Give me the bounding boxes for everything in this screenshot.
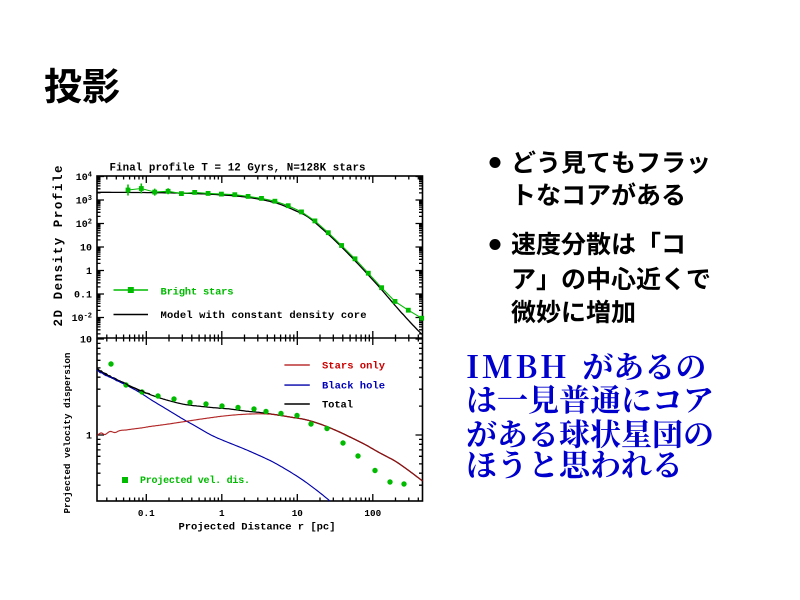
svg-text:Model with constant density co: Model with constant density core <box>161 310 367 322</box>
svg-text:Total: Total <box>322 400 353 412</box>
svg-text:1: 1 <box>219 508 225 519</box>
svg-text:102: 102 <box>76 219 92 232</box>
svg-text:100: 100 <box>364 508 381 519</box>
svg-text:Projected velocity dispersion: Projected velocity dispersion <box>62 352 73 513</box>
svg-text:0.1: 0.1 <box>74 291 92 302</box>
svg-text:104: 104 <box>76 172 92 185</box>
svg-text:Black hole: Black hole <box>322 381 385 393</box>
svg-text:Bright stars: Bright stars <box>161 287 234 299</box>
svg-text:103: 103 <box>76 195 92 208</box>
svg-text:10-2: 10-2 <box>72 313 92 326</box>
svg-text:10: 10 <box>292 508 304 519</box>
svg-text:Final profile T = 12 Gyrs, N=1: Final profile T = 12 Gyrs, N=128K stars <box>110 163 366 175</box>
svg-text:0.1: 0.1 <box>138 508 155 519</box>
svg-text:Stars only: Stars only <box>322 361 386 373</box>
svg-text:2D Density Profile: 2D Density Profile <box>52 166 66 327</box>
svg-text:10: 10 <box>80 336 92 347</box>
svg-text:1: 1 <box>86 267 92 278</box>
svg-text:10: 10 <box>80 244 92 255</box>
svg-text:1: 1 <box>86 432 92 443</box>
svg-text:Projected Distance r [pc]: Projected Distance r [pc] <box>179 522 336 534</box>
svg-text:Projected vel. dis.: Projected vel. dis. <box>140 475 250 487</box>
